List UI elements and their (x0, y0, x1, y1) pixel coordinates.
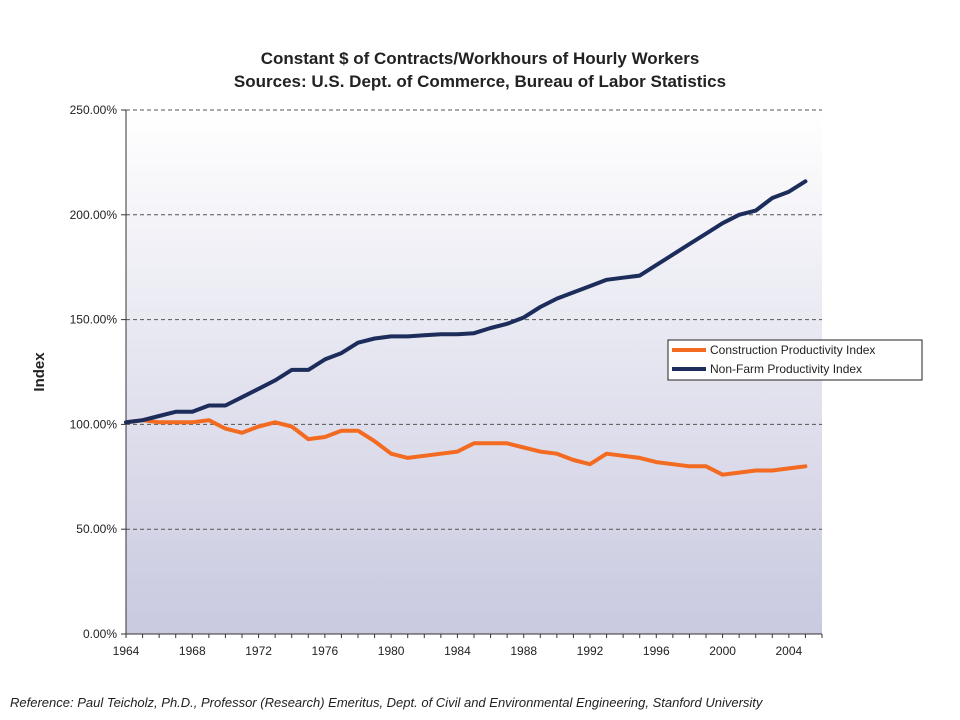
x-tick-label: 1972 (245, 644, 272, 658)
x-tick-label: 2000 (709, 644, 736, 658)
non-farm-productivity-line (124, 179, 808, 425)
legend-label: Construction Productivity Index (710, 343, 875, 357)
line-chart: 0.00% 50.00% 100.00% 150.00% 200.00% 250.00% 1… (31, 103, 923, 658)
x-tick-label: 1988 (510, 644, 537, 658)
y-tick-label: 100.00% (70, 417, 118, 431)
x-tick-label: 1980 (378, 644, 405, 658)
x-tick-label: 1996 (643, 644, 670, 658)
y-axis-label: Index (31, 352, 48, 392)
x-tick-label: 1968 (179, 644, 206, 658)
y-tick-label: 250.00% (70, 103, 118, 117)
legend: Construction Productivity Index Non-Farm … (667, 339, 923, 381)
reference-note: Reference: Paul Teicholz, Ph.D., Profess… (10, 695, 763, 710)
x-tick-label: 1992 (577, 644, 604, 658)
x-tick-label: 1976 (312, 644, 339, 658)
y-tick-label: 50.00% (76, 522, 117, 536)
construction-productivity-line (124, 418, 808, 477)
y-tick-label: 0.00% (83, 627, 117, 641)
legend-box (667, 339, 923, 381)
x-tick-label: 2004 (776, 644, 803, 658)
x-tick-label: 1984 (444, 644, 471, 658)
chart-subtitle: Sources: U.S. Dept. of Commerce, Bureau … (233, 72, 727, 91)
y-tick-label: 150.00% (70, 313, 118, 327)
legend-label: Non-Farm Productivity Index (710, 362, 862, 376)
chart-title: Constant $ of Contracts/Workhours of Hou… (260, 49, 700, 68)
x-tick-label: 1964 (113, 644, 140, 658)
y-tick-label: 200.00% (70, 208, 118, 222)
